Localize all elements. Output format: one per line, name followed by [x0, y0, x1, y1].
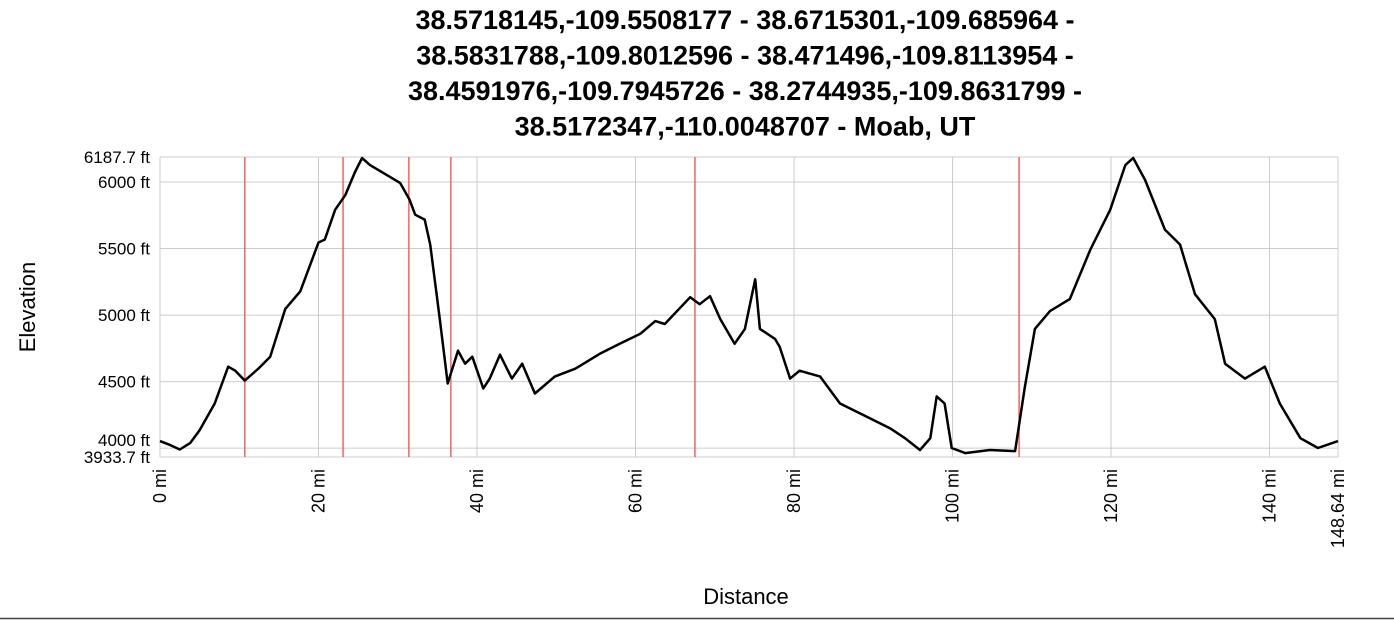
x-tick-label: 0 mi [150, 469, 170, 503]
x-tick-label: 80 mi [784, 469, 804, 513]
y-axis-label: Elevation [15, 262, 40, 353]
y-tick-label: 5500 ft [98, 240, 150, 259]
x-tick-label: 148.64 mi [1328, 469, 1348, 548]
x-tick-label: 100 mi [943, 469, 963, 523]
y-tick-label: 5000 ft [98, 306, 150, 325]
y-tick-label: 6187.7 ft [84, 148, 150, 167]
chart-title: 38.5831788,-109.8012596 - 38.471496,-109… [416, 41, 1074, 71]
y-tick-label: 4500 ft [98, 373, 150, 392]
chart-title: 38.5172347,-110.0048707 - Moab, UT [515, 112, 976, 142]
chart-title: 38.5718145,-109.5508177 - 38.6715301,-10… [415, 5, 1074, 35]
chart-title: 38.4591976,-109.7945726 - 38.2744935,-10… [408, 76, 1082, 106]
y-tick-label: 3933.7 ft [84, 448, 150, 467]
x-tick-label: 140 mi [1260, 469, 1280, 523]
x-tick-label: 20 mi [309, 469, 329, 513]
x-tick-label: 40 mi [467, 469, 487, 513]
y-tick-label: 4000 ft [98, 431, 150, 450]
x-tick-label: 60 mi [626, 469, 646, 513]
y-tick-label: 6000 ft [98, 173, 150, 192]
x-tick-label: 120 mi [1101, 469, 1121, 523]
elevation-line [159, 156, 1339, 455]
x-axis-label: Distance [703, 584, 789, 609]
